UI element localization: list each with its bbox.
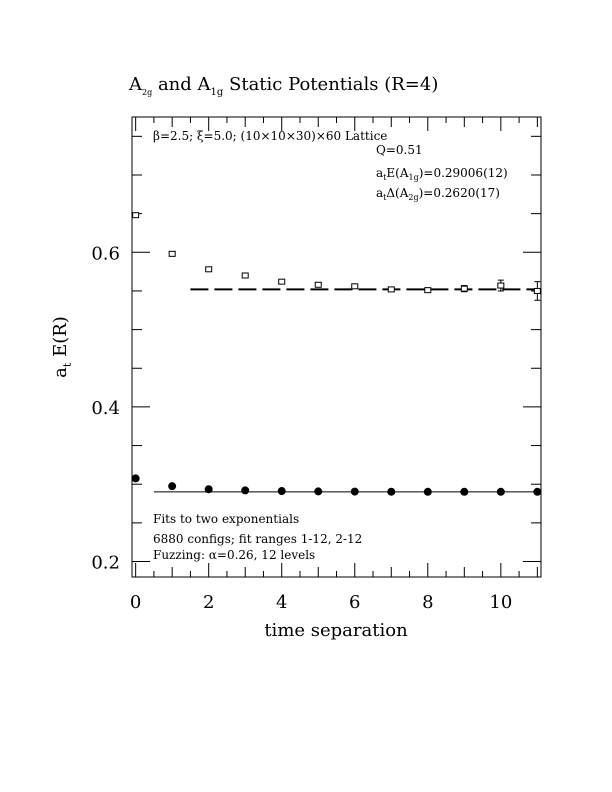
x-tick-label: 4	[276, 592, 287, 613]
chart-title: A2g and A1g Static Potentials (R=4)	[128, 74, 438, 98]
a2g-data-point	[241, 272, 249, 279]
a2g-data-point	[460, 285, 468, 292]
y-tick-label: 0.6	[91, 243, 120, 264]
q-annotation: Q=0.51	[376, 143, 423, 157]
lattice-annotation: β=2.5; ξ=5.0; (10×10×30)×60 Lattice	[153, 129, 387, 143]
tick-layer: 0 2 4 6 8 10 0.2 0.4 0.6	[91, 117, 541, 613]
x-tick-label: 6	[349, 592, 360, 613]
fits-annotation-line1: Fits to two exponentials	[153, 512, 299, 526]
x-tick-label: 8	[422, 592, 433, 613]
energy-annotation: atE(A1g)=0.29006(12)	[376, 166, 508, 182]
y-tick-label: 0.2	[91, 553, 120, 574]
a1g-data-point	[241, 486, 250, 495]
a1g-data-point	[496, 487, 505, 496]
a1g-data-point	[460, 487, 469, 496]
a1g-data-point	[350, 487, 359, 496]
a1g-data-point	[533, 487, 542, 496]
a2g-data-point	[132, 212, 140, 219]
a2g-data-point	[497, 282, 505, 289]
a2g-data-point	[387, 286, 395, 293]
gap-annotation: atΔ(A2g)=0.2620(17)	[376, 186, 500, 202]
y-axis-label: at E(R)	[50, 316, 74, 378]
x-tick-label: 0	[130, 592, 141, 613]
x-tick-label: 2	[203, 592, 214, 613]
a1g-data-point	[387, 487, 396, 496]
a2g-data-point	[314, 281, 322, 288]
y-tick-label: 0.4	[91, 398, 120, 419]
fit-line-layer	[153, 288, 541, 493]
a2g-data-point	[424, 287, 432, 294]
a1g-data-point	[131, 474, 140, 483]
a2g-data-point	[351, 283, 359, 290]
a2g-data-point	[168, 250, 176, 257]
a2g-data-point	[205, 266, 213, 273]
a2g-data-point	[533, 287, 541, 294]
a1g-data-point	[204, 485, 213, 494]
a1g-data-point	[277, 487, 286, 496]
x-axis-label: time separation	[264, 620, 408, 641]
fits-annotation-line3: Fuzzing: α=0.26, 12 levels	[153, 548, 315, 562]
a1g-data-point	[314, 487, 323, 496]
a1g-data-point	[168, 482, 177, 491]
a1g-data-point	[423, 487, 432, 496]
x-tick-label: 10	[489, 592, 512, 613]
marker-layer	[131, 212, 542, 496]
fits-annotation-line2: 6880 configs; fit ranges 1-12, 2-12	[153, 532, 362, 546]
a2g-data-point	[278, 278, 286, 285]
